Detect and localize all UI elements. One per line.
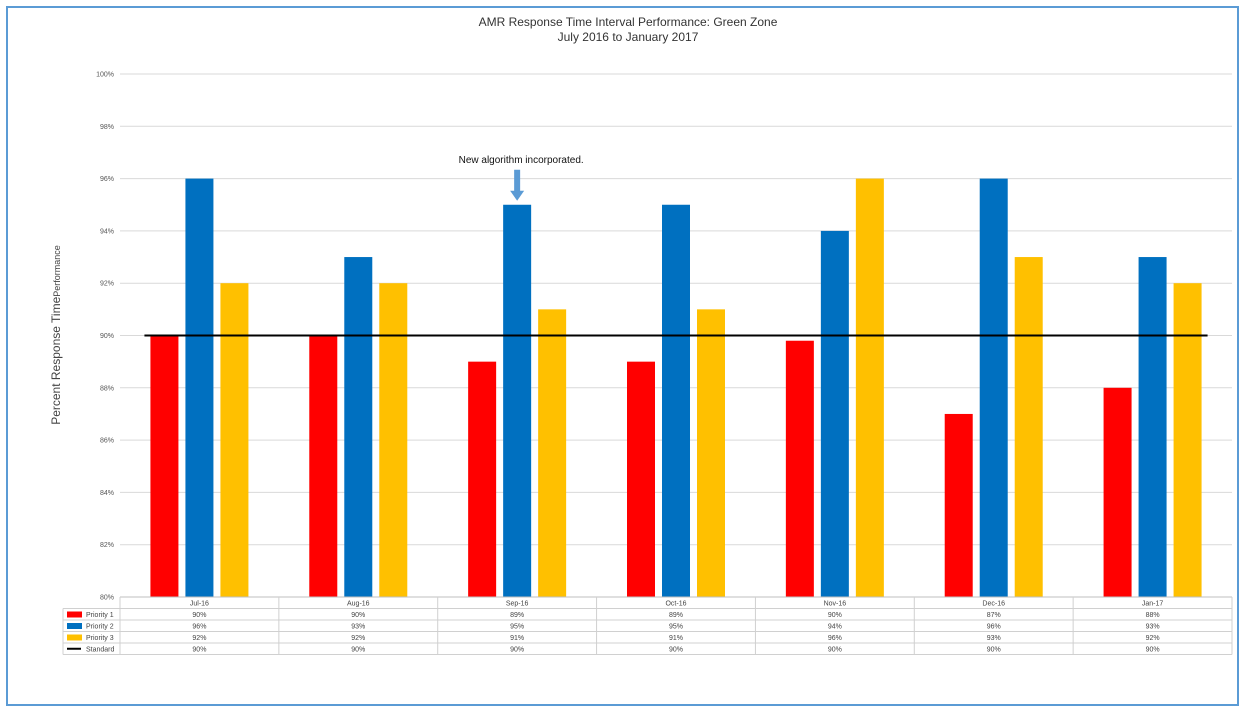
data-label: 90% — [192, 647, 206, 654]
annotation-arrow-shaft — [514, 169, 521, 192]
x-tick-label: Dec-16 — [982, 601, 1005, 608]
y-tick-label: 90% — [100, 333, 114, 340]
bar — [1138, 257, 1167, 597]
bar — [309, 335, 338, 597]
data-label: 91% — [669, 635, 683, 642]
data-label: 92% — [192, 635, 206, 642]
bar — [785, 340, 814, 597]
data-label: 87% — [987, 612, 1001, 619]
data-label: 90% — [351, 647, 365, 654]
data-label: 93% — [987, 635, 1001, 642]
bar — [627, 361, 655, 597]
legend-key — [67, 611, 82, 618]
y-axis-label-small: Performance — [52, 245, 62, 297]
y-axis-label: Percent Response TimePerformance — [49, 245, 63, 425]
data-label: 89% — [510, 612, 524, 619]
bar — [185, 178, 214, 597]
y-axis-label-main: Percent Response Time — [49, 296, 63, 424]
bar — [150, 335, 179, 597]
y-tick-label: 94% — [100, 228, 114, 235]
data-label: 95% — [510, 624, 524, 631]
data-label: 91% — [510, 635, 524, 642]
y-tick-label: 98% — [100, 124, 114, 131]
data-label: 88% — [1146, 612, 1160, 619]
x-tick-label: Nov-16 — [824, 601, 847, 608]
y-tick-label: 92% — [100, 281, 114, 288]
chart: AMR Response Time Interval Performance: … — [49, 15, 1233, 655]
data-label: 90% — [828, 612, 842, 619]
legend-key — [67, 634, 82, 641]
annotation-arrow-head — [510, 190, 525, 201]
bar — [944, 413, 973, 597]
bar — [855, 178, 884, 597]
bar — [344, 257, 373, 597]
chart-frame: AMR Response Time Interval Performance: … — [6, 6, 1239, 706]
y-tick-label: 84% — [100, 490, 114, 497]
y-tick-label: 96% — [100, 176, 114, 183]
data-label: 90% — [1146, 647, 1160, 654]
data-label: 93% — [351, 624, 365, 631]
y-tick-label: 80% — [100, 595, 114, 602]
bar — [697, 309, 725, 597]
data-label: 90% — [351, 612, 365, 619]
bar — [1173, 283, 1202, 597]
data-label: 95% — [669, 624, 683, 631]
x-tick-label: Sep-16 — [506, 601, 529, 608]
data-label: 96% — [828, 635, 842, 642]
svg-text:Percent Response TimePerforman: Percent Response TimePerformance — [49, 245, 63, 425]
legend-label: Standard — [86, 647, 115, 654]
bar — [379, 283, 408, 597]
data-label: 93% — [1146, 624, 1160, 631]
data-label: 90% — [828, 647, 842, 654]
bar — [1014, 257, 1043, 597]
bar — [662, 204, 690, 597]
y-tick-label: 88% — [100, 385, 114, 392]
data-label: 94% — [828, 624, 842, 631]
chart-subtitle: July 2016 to January 2017 — [558, 30, 699, 44]
data-label: 90% — [987, 647, 1001, 654]
legend-key — [67, 623, 82, 629]
data-label: 90% — [192, 612, 206, 619]
y-tick-label: 100% — [96, 72, 114, 79]
bar — [220, 283, 249, 597]
chart-title: AMR Response Time Interval Performance: … — [479, 15, 778, 29]
x-tick-label: Oct-16 — [665, 601, 686, 608]
legend-label: Priority 1 — [86, 612, 114, 619]
data-label: 90% — [510, 647, 524, 654]
annotation: New algorithm incorporated. — [459, 155, 584, 201]
y-tick-label: 86% — [100, 438, 114, 445]
data-label: 92% — [1146, 635, 1160, 642]
y-tick-label: 82% — [100, 542, 114, 549]
bars — [150, 178, 1202, 597]
data-label: 89% — [669, 612, 683, 619]
legend-label: Priority 2 — [86, 624, 114, 631]
y-axis-ticks: 80% 82% 84% 86% 88% 90% 92% 94% 96% 98% 100% — [96, 72, 114, 602]
data-label: 96% — [987, 624, 1001, 631]
bar — [468, 361, 497, 597]
data-table: Jul-16 Aug-16 Sep-16 Oct-16 Nov-16 Dec-16 Jan-… — [62, 596, 1233, 655]
data-label: 90% — [669, 647, 683, 654]
bar — [820, 230, 849, 597]
legend-label: Priority 3 — [86, 635, 114, 642]
annotation-text: New algorithm incorporated. — [459, 155, 584, 166]
x-tick-label: Jan-17 — [1142, 601, 1164, 608]
bar — [1103, 387, 1132, 597]
data-label: 96% — [192, 624, 206, 631]
bar — [979, 178, 1008, 597]
bar — [503, 204, 532, 597]
data-label: 92% — [351, 635, 365, 642]
x-tick-label: Jul-16 — [190, 601, 209, 608]
x-tick-label: Aug-16 — [347, 601, 370, 608]
bar — [538, 309, 567, 597]
